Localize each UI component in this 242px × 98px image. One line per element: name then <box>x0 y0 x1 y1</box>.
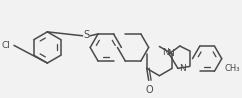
Text: N: N <box>167 49 174 58</box>
Text: Cl: Cl <box>1 41 10 50</box>
Text: N: N <box>179 64 186 73</box>
Text: O: O <box>146 85 153 95</box>
Text: N: N <box>162 48 169 57</box>
Text: S: S <box>83 30 89 40</box>
Text: CH₃: CH₃ <box>225 64 240 73</box>
